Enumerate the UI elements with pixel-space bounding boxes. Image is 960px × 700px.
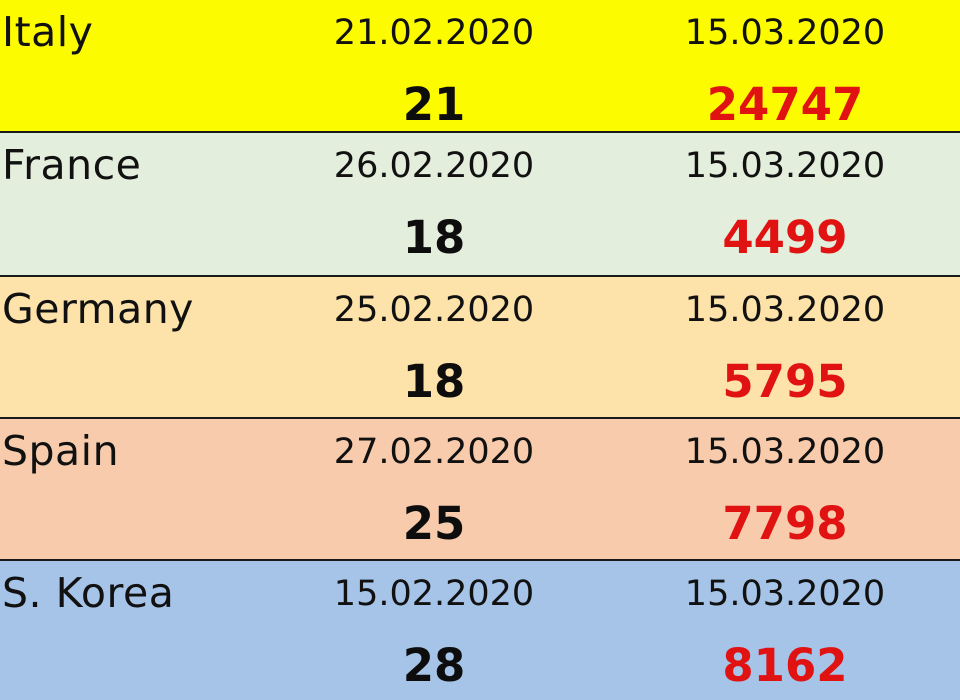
first-cases: 21 bbox=[402, 78, 466, 131]
second-cases: 7798 bbox=[722, 497, 848, 550]
second-cases: 8162 bbox=[722, 639, 848, 692]
country-name: S. Korea bbox=[2, 569, 175, 617]
first-date: 27.02.2020 bbox=[333, 432, 535, 472]
country-name: Spain bbox=[2, 427, 120, 475]
table-row-s-korea: S. Korea 15.02.2020 15.03.2020 28 8162 bbox=[0, 561, 960, 700]
first-date: 21.02.2020 bbox=[333, 13, 535, 53]
table-row-spain: Spain 27.02.2020 15.03.2020 25 7798 bbox=[0, 419, 960, 561]
first-date: 25.02.2020 bbox=[333, 290, 535, 330]
first-cases: 18 bbox=[402, 355, 466, 408]
first-cases: 18 bbox=[402, 211, 466, 264]
country-name: Germany bbox=[2, 285, 194, 333]
country-name: Italy bbox=[2, 8, 94, 56]
table-row-germany: Germany 25.02.2020 15.03.2020 18 5795 bbox=[0, 277, 960, 419]
second-date: 15.03.2020 bbox=[684, 146, 886, 186]
second-cases: 5795 bbox=[722, 355, 848, 408]
country-name: France bbox=[2, 141, 142, 189]
second-date: 15.03.2020 bbox=[684, 574, 886, 614]
first-cases: 25 bbox=[402, 497, 466, 550]
second-cases: 4499 bbox=[722, 211, 848, 264]
first-date: 26.02.2020 bbox=[333, 146, 535, 186]
second-date: 15.03.2020 bbox=[684, 13, 886, 53]
second-date: 15.03.2020 bbox=[684, 432, 886, 472]
first-cases: 28 bbox=[402, 639, 466, 692]
table-row-italy: Italy 21.02.2020 15.03.2020 21 24747 bbox=[0, 0, 960, 133]
first-date: 15.02.2020 bbox=[333, 574, 535, 614]
second-date: 15.03.2020 bbox=[684, 290, 886, 330]
table-row-france: France 26.02.2020 15.03.2020 18 4499 bbox=[0, 133, 960, 277]
second-cases: 24747 bbox=[706, 78, 864, 131]
